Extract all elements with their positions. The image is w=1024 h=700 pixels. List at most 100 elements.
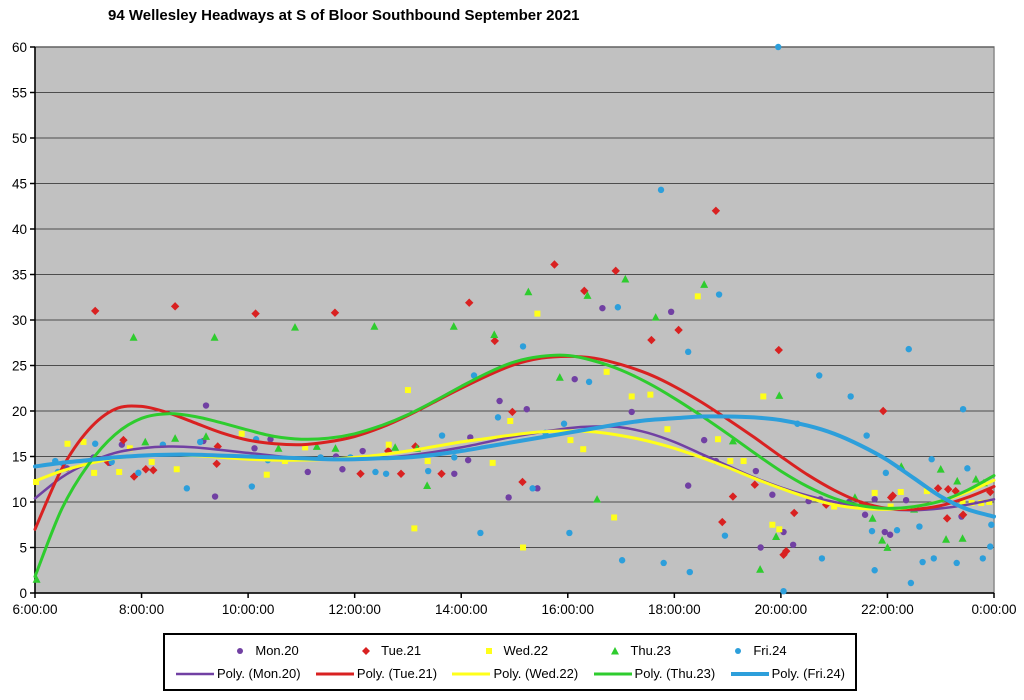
- data-point: [728, 492, 738, 501]
- data-point: [507, 418, 514, 425]
- data-point: [907, 579, 915, 587]
- data-point: [775, 391, 784, 399]
- data-point: [664, 426, 671, 433]
- data-point: [263, 471, 270, 478]
- data-point: [465, 298, 474, 307]
- data-point: [886, 531, 894, 538]
- data-point: [964, 465, 971, 472]
- data-point: [953, 476, 962, 485]
- data-point: [902, 496, 910, 504]
- circle-marker-icon: [237, 647, 244, 654]
- data-point: [756, 565, 765, 573]
- data-point: [534, 485, 541, 492]
- x-tick-label: 14:00:00: [435, 602, 488, 617]
- data-point: [449, 322, 458, 330]
- y-tick-label: 60: [12, 40, 27, 55]
- data-point: [330, 308, 340, 317]
- y-tick-label: 0: [19, 586, 27, 601]
- legend-item-mon20: Mon.20: [233, 643, 299, 658]
- data-point: [312, 442, 321, 450]
- legend-item-wed22: Wed.22: [482, 643, 549, 658]
- data-point: [196, 438, 204, 446]
- data-point: [32, 575, 41, 583]
- data-point: [958, 534, 967, 542]
- y-tick-label: 5: [19, 541, 27, 556]
- data-point: [238, 430, 245, 437]
- data-point: [821, 500, 831, 509]
- data-point: [888, 491, 897, 500]
- data-point: [267, 436, 274, 443]
- data-point: [728, 436, 737, 445]
- data-point: [711, 206, 721, 215]
- x-tick-label: 10:00:00: [222, 602, 275, 617]
- data-point: [769, 491, 776, 498]
- data-point: [750, 480, 759, 489]
- data-point: [464, 456, 472, 464]
- data-point: [868, 527, 876, 535]
- data-point: [628, 408, 635, 416]
- trendline-swatch-icon: [452, 672, 491, 675]
- trendline-swatch-icon: [593, 672, 632, 675]
- data-point: [897, 488, 904, 495]
- data-point: [382, 470, 390, 477]
- data-point: [887, 503, 894, 510]
- data-point: [959, 405, 967, 413]
- data-point: [534, 310, 541, 317]
- y-tick-label: 25: [12, 359, 27, 374]
- data-point: [816, 372, 823, 379]
- y-tick-label: 30: [12, 313, 27, 328]
- data-point: [451, 470, 458, 477]
- legend-label: Wed.22: [503, 643, 549, 658]
- data-point: [470, 372, 478, 379]
- data-point: [490, 336, 499, 346]
- legend-item-polyfri24: Poly. (Fri.24): [730, 666, 845, 681]
- data-point: [141, 465, 151, 474]
- x-tick-label: 0:00:00: [971, 602, 1016, 617]
- data-point: [251, 445, 258, 452]
- data-point: [571, 375, 578, 383]
- trendline-swatch-icon: [730, 671, 769, 676]
- chart-title: 94 Wellesley Headways at S of Bloor Sout…: [108, 7, 580, 24]
- data-point: [779, 550, 788, 559]
- chart-legend: Mon.20 Tue.21 Wed.22 Thu.23 Fri.24 Poly. (Mo…: [163, 633, 857, 691]
- data-point: [489, 459, 496, 466]
- data-point: [988, 521, 995, 528]
- legend-marker-glyph: [485, 647, 492, 654]
- data-point: [818, 555, 826, 562]
- legend-item-polytue21: Poly. (Tue.21): [315, 666, 437, 681]
- data-point: [647, 391, 654, 398]
- data-point: [567, 437, 574, 444]
- legend-row-markers: Mon.20 Tue.21 Wed.22 Thu.23 Fri.24: [165, 643, 855, 658]
- data-point: [92, 440, 99, 447]
- data-point: [871, 567, 878, 574]
- data-point: [119, 435, 128, 445]
- trendline: [33, 414, 996, 519]
- data-point: [529, 485, 536, 492]
- data-point: [129, 333, 138, 341]
- data-point: [684, 348, 692, 356]
- data-point: [331, 444, 340, 452]
- data-point: [580, 286, 589, 296]
- data-point: [831, 503, 838, 510]
- data-point: [878, 406, 888, 416]
- data-point: [494, 414, 502, 421]
- data-point: [987, 543, 994, 550]
- x-tick-label: 18:00:00: [648, 602, 701, 617]
- data-point: [780, 587, 787, 595]
- y-tick-label: 45: [12, 177, 27, 192]
- legend-item-fri24: Fri.24: [731, 643, 787, 658]
- data-point: [593, 495, 602, 503]
- data-point: [202, 402, 210, 409]
- legend-marker-glyph: [611, 646, 620, 654]
- data-point: [774, 345, 783, 355]
- data-point: [660, 559, 667, 567]
- triangle-marker-icon: [611, 646, 620, 654]
- data-point: [928, 456, 935, 463]
- legend-label: Poly. (Tue.21): [356, 666, 438, 681]
- data-point: [560, 420, 568, 427]
- data-point: [523, 405, 530, 413]
- data-point: [657, 186, 665, 194]
- data-point: [424, 458, 431, 465]
- data-point: [411, 525, 418, 532]
